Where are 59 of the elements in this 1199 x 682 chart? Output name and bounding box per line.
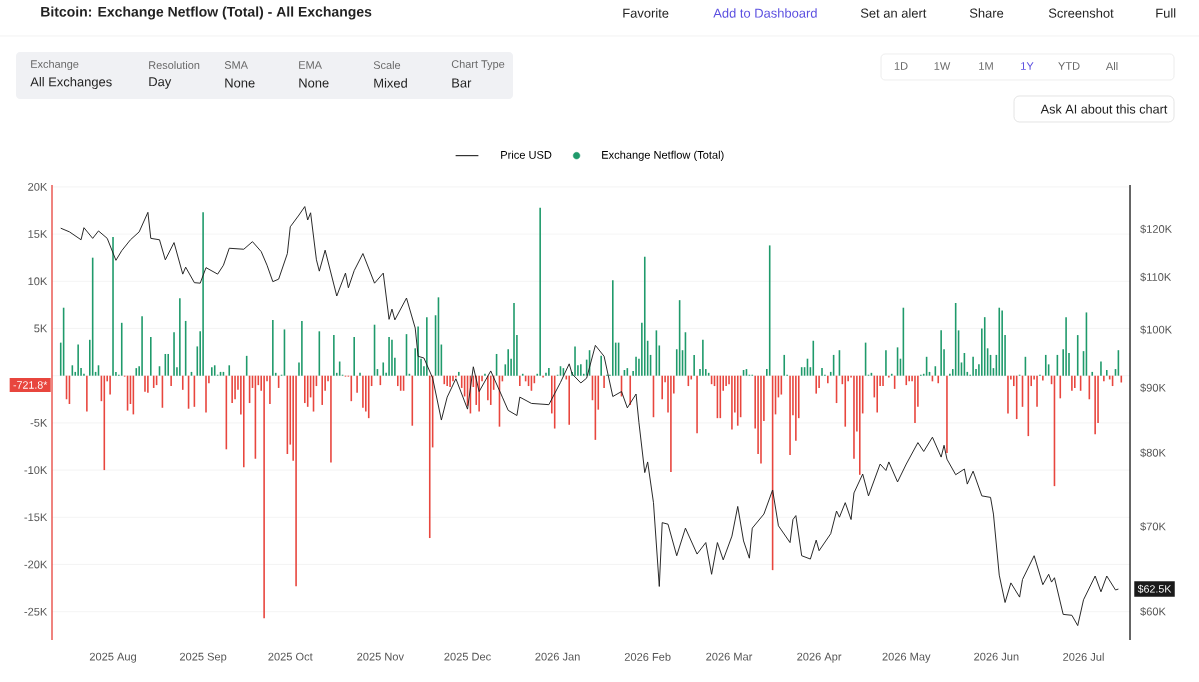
- text: Share: [969, 8, 1004, 18]
- y-tick-label: 5K: [34, 324, 48, 333]
- text: 1W: [934, 62, 951, 70]
- text: Ask AI about this chart: [1040, 104, 1168, 114]
- y2-tick-label: $100K: [1140, 325, 1172, 335]
- y-tick-label: 10K: [28, 277, 48, 286]
- legend-label: Exchange Netflow (Total): [602, 150, 724, 161]
- y2-tick-label: $80K: [1140, 448, 1166, 458]
- text: Mixed: [374, 78, 407, 88]
- text: 1D: [894, 62, 908, 70]
- x-tick-label: 2025 Sep: [179, 652, 227, 663]
- text: -721.8*: [13, 381, 48, 389]
- y2-tick-label: $110K: [1140, 272, 1172, 282]
- y2-tick-label: $70K: [1140, 522, 1166, 532]
- text: Screenshot: [1048, 8, 1114, 18]
- y-tick-label: -10K: [24, 466, 48, 474]
- legend-label: Price USD: [501, 150, 552, 159]
- text: Add to Dashboard: [713, 8, 817, 18]
- text: Favorite: [623, 8, 669, 18]
- y-tick-label: 15K: [28, 230, 48, 238]
- x-tick-label: 2025 Nov: [357, 652, 404, 661]
- x-tick-label: 2026 Jul: [1063, 652, 1104, 661]
- text: YTD: [1058, 62, 1080, 70]
- text: None: [299, 78, 329, 88]
- x-tick-label: 2026 Jun: [974, 652, 1019, 661]
- y-tick-label: -20K: [24, 560, 48, 569]
- text: Chart Type: [451, 59, 505, 71]
- x-tick-label: 2025 Oct: [268, 652, 313, 661]
- chart-title: Bitcoin: Exchange Netflow (Total) - All Exchanges: [41, 6, 372, 20]
- text: All: [1105, 61, 1118, 70]
- x-tick-label: 2026 Mar: [706, 652, 753, 661]
- x-tick-label: 2026 May: [882, 652, 931, 663]
- text: SMA: [224, 61, 248, 69]
- x-tick-label: 2025 Aug: [89, 652, 136, 663]
- text: All Exchanges: [30, 76, 112, 90]
- text: Day: [149, 77, 172, 89]
- y-tick-label: -15K: [24, 513, 48, 522]
- x-tick-label: 2026 Apr: [797, 652, 842, 663]
- text: Scale: [373, 60, 401, 70]
- y2-tick-label: $90K: [1140, 383, 1166, 393]
- y2-tick-label: $120K: [1140, 224, 1172, 234]
- text: Bar: [452, 78, 472, 88]
- text: None: [225, 78, 255, 88]
- text: Exchange: [31, 59, 79, 71]
- line-series: [60, 206, 1119, 627]
- text: 1Y: [1021, 62, 1034, 70]
- text: Set an alert: [860, 8, 927, 18]
- text: 1M: [979, 62, 993, 70]
- y-tick-label: -5K: [30, 419, 48, 427]
- x-tick-label: 2025 Dec: [444, 652, 491, 661]
- text: $62.5K: [1137, 584, 1172, 594]
- text: Full: [1156, 8, 1176, 18]
- x-tick-label: 2026 Jan: [535, 652, 580, 661]
- text: Resolution: [149, 60, 200, 70]
- y-tick-label: 20K: [28, 182, 48, 191]
- y2-tick-label: $60K: [1140, 607, 1166, 617]
- x-tick-label: 2026 Feb: [624, 652, 671, 661]
- text: EMA: [299, 61, 322, 69]
- y-tick-label: -25K: [24, 607, 48, 616]
